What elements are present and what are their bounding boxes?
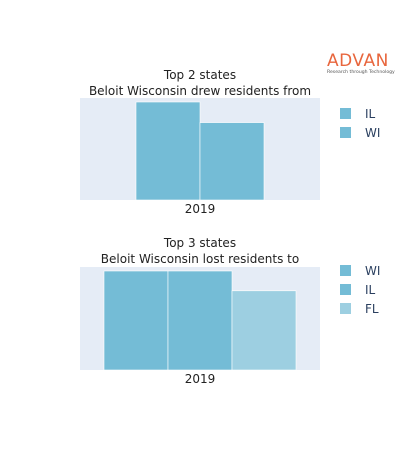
chart-subtitle: Beloit Wisconsin drew residents from [89, 84, 311, 98]
chart-title: Top 3 states [163, 236, 236, 250]
chart-2: Top 3 states Beloit Wisconsin lost reside… [80, 236, 380, 386]
chart-1: Top 2 states Beloit Wisconsin drew reside… [80, 68, 380, 216]
legend-swatch-wi [340, 265, 351, 276]
bar-il [167, 270, 233, 371]
legend-swatch-fl [340, 303, 351, 314]
chart-subtitle: Beloit Wisconsin lost residents to [101, 252, 299, 266]
legend-swatch-il [340, 284, 351, 295]
advan-logo: ADVAN Research through Technology [327, 52, 397, 76]
bar-fl [231, 290, 297, 371]
x-tick-label: 2019 [185, 202, 216, 216]
bar-il [135, 101, 201, 201]
legend-label-wi: WI [365, 126, 380, 140]
bar-wi [103, 270, 169, 371]
legend-label-il: IL [365, 283, 376, 297]
legend-swatch-wi [340, 127, 351, 138]
x-tick-label: 2019 [185, 372, 216, 386]
bar-wi [199, 122, 265, 201]
logo-tagline: Research through Technology [327, 70, 395, 75]
logo-wordmark: ADVAN [327, 51, 389, 71]
legend-swatch-il [340, 108, 351, 119]
legend-label-il: IL [365, 107, 376, 121]
legend-label-fl: FL [365, 302, 379, 316]
legend-label-wi: WI [365, 264, 380, 278]
chart-title: Top 2 states [163, 68, 236, 82]
